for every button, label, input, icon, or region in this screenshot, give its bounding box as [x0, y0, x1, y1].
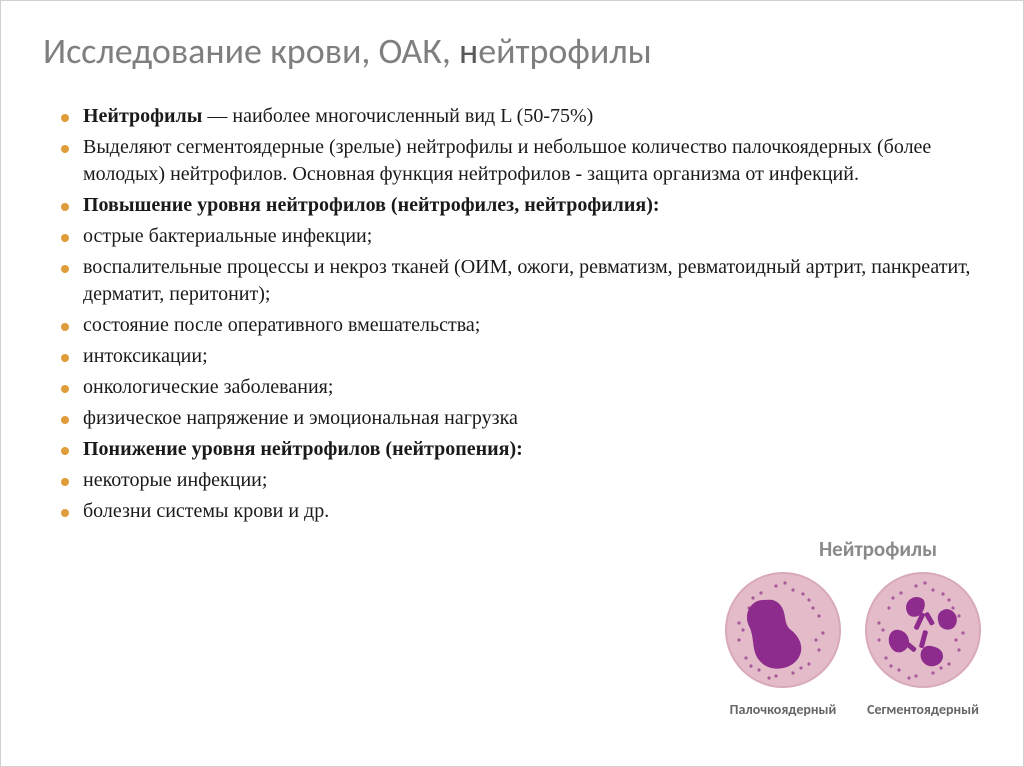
band-neutrophil-icon: [721, 568, 846, 693]
bullet-item: болезни системы крови и др.: [61, 498, 981, 525]
bullet-item: онкологические заболевания;: [61, 374, 981, 401]
bullet-item: состояние после оперативного вмешательст…: [61, 312, 981, 339]
cell-pair: Палочкоядерный: [713, 568, 993, 718]
segmented-caption: Сегментоядерный: [861, 701, 986, 718]
segmented-neutrophil-block: Сегментоядерный: [861, 568, 986, 718]
cells-group-label: Нейтрофилы: [713, 536, 993, 562]
neutrophil-illustration: Нейтрофилы: [713, 536, 993, 756]
segmented-neutrophil-icon: [861, 568, 986, 693]
bullet-list: Нейтрофилы — наиболее многочисленный вид…: [43, 103, 981, 525]
bullet-item: физическое напряжение и эмоциональная на…: [61, 405, 981, 432]
bullet-item: острые бактериальные инфекции;: [61, 223, 981, 250]
slide-container: Исследование крови, ОАК, нейтрофилы Нейт…: [0, 0, 1024, 767]
slide-title: Исследование крови, ОАК, нейтрофилы: [43, 29, 981, 73]
band-caption: Палочкоядерный: [721, 701, 846, 718]
bullet-item: интоксикации;: [61, 343, 981, 370]
title-rest: ейтрофилы: [478, 29, 651, 73]
title-prefix: Исследование крови, ОАК,: [43, 29, 459, 73]
band-neutrophil-block: Палочкоядерный: [721, 568, 846, 718]
title-thin: н: [459, 29, 478, 73]
bullet-item: Понижение уровня нейтрофилов (нейтропени…: [61, 436, 981, 463]
bullet-item: некоторые инфекции;: [61, 467, 981, 494]
bullet-item: Выделяют сегментоядерные (зрелые) нейтро…: [61, 134, 981, 188]
bullet-item: воспалительные процессы и некроз тканей …: [61, 254, 981, 308]
bullet-item: Повышение уровня нейтрофилов (нейтрофиле…: [61, 192, 981, 219]
bullet-item: Нейтрофилы — наиболее многочисленный вид…: [61, 103, 981, 130]
